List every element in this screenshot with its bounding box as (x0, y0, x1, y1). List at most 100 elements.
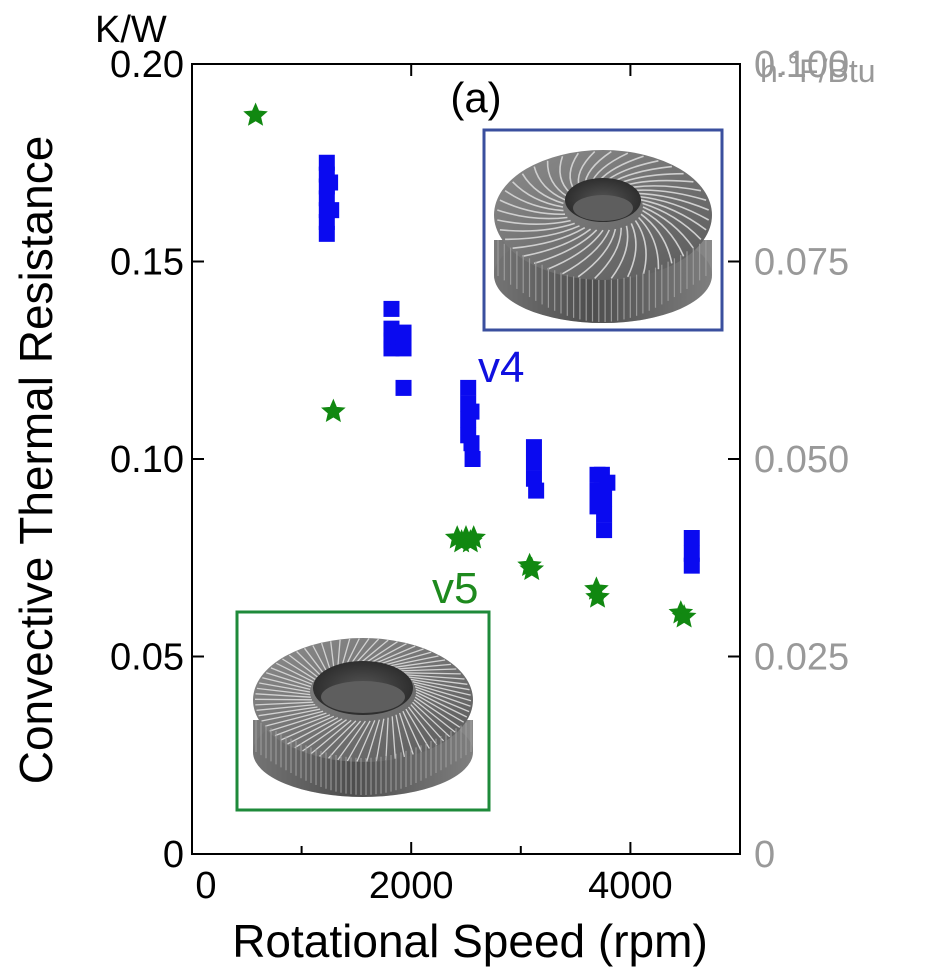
data-point-v4 (596, 490, 613, 507)
pin-fin (330, 641, 335, 668)
pin-fin (337, 720, 366, 761)
fin (547, 229, 604, 270)
data-point-v4 (683, 557, 700, 574)
fin (634, 220, 647, 274)
data-point-v4 (395, 340, 412, 357)
pin-fin (254, 698, 312, 701)
y2-tick-label: 0 (754, 834, 775, 876)
pin-fin (280, 715, 335, 741)
pin-fin (415, 688, 470, 713)
pin-fin (398, 712, 414, 755)
data-point-v4 (464, 451, 481, 467)
inset-v4 (482, 128, 724, 332)
data-point-v4 (525, 439, 542, 456)
pin-fin (379, 648, 424, 665)
pin-fin (274, 714, 331, 737)
fin (533, 229, 598, 265)
y-tick-label: 0.05 (110, 637, 184, 679)
pin-fin (312, 645, 327, 672)
pin-fin (365, 641, 398, 664)
pin-fin (255, 693, 311, 698)
pin-fin (256, 687, 311, 696)
fin (504, 189, 564, 212)
pin-fin (296, 651, 321, 676)
pin-fin (413, 699, 456, 733)
pin-fin (360, 639, 389, 664)
series-label-v4: v4 (478, 343, 524, 392)
fin (512, 227, 586, 249)
pin-fin (405, 674, 465, 680)
x-tick-label: 4000 (588, 865, 673, 907)
data-points (243, 102, 700, 628)
pin-fin (328, 720, 362, 759)
y-tick-label: 0.20 (110, 44, 184, 86)
pin-fin (303, 647, 324, 674)
pin-fin (282, 658, 316, 680)
pin-fin (355, 638, 380, 664)
pin-fin (287, 717, 339, 745)
data-point-v4 (383, 300, 400, 317)
x-tick-label: 2000 (369, 865, 454, 907)
fin (640, 199, 707, 231)
fin (499, 222, 575, 232)
pin-fin (255, 701, 314, 706)
data-point-v4 (395, 379, 412, 396)
pin-fin (412, 681, 471, 696)
data-point-v5 (585, 584, 610, 608)
pin-fin (415, 694, 465, 723)
pin-fin (391, 716, 396, 759)
pin-fin (310, 719, 352, 755)
pin-fin (258, 706, 318, 717)
fin (642, 202, 702, 240)
data-point-v4 (463, 403, 480, 420)
pin-fin (294, 718, 343, 749)
data-point-v4 (596, 522, 613, 539)
pin-fin (256, 703, 316, 711)
y-tick-label: 0.10 (110, 439, 184, 481)
pin-fin (319, 720, 357, 757)
y-axis-title: Convective Thermal Resistance (10, 136, 62, 785)
y-tick-label: 0.15 (110, 242, 184, 284)
fin (533, 166, 566, 201)
fin (610, 225, 629, 279)
pin-fin (375, 718, 385, 762)
pin-fin (392, 659, 446, 669)
data-point-v4 (528, 482, 545, 499)
pin-fin (270, 667, 313, 685)
y-unit-label: K/W (95, 9, 167, 51)
x-axis-title: Rotational Speed (rpm) (232, 915, 708, 967)
fin (594, 227, 622, 279)
pin-fin (302, 719, 347, 752)
x-tick-label: 0 (195, 865, 216, 907)
pin-fin (288, 654, 318, 678)
fin (638, 216, 660, 270)
pin-fin (356, 720, 376, 762)
pin-fin (346, 720, 371, 762)
pin-fin (387, 655, 439, 667)
fin (562, 229, 611, 275)
axes: 0 2000 4000 0 0.05 0.10 0.15 0.20 0 0.025 0.050 0.0… (110, 44, 849, 907)
data-point-v5 (519, 556, 545, 581)
pin-fin (262, 677, 311, 691)
data-point-v4 (318, 225, 335, 242)
fin (505, 225, 580, 241)
pin-fin (412, 701, 451, 738)
pin-fin (350, 638, 370, 664)
pin-fin (399, 668, 457, 672)
fin (577, 228, 617, 278)
pin-fin (259, 682, 311, 693)
panel-label: (a) (450, 74, 501, 121)
pin-fin (265, 710, 324, 727)
fin (497, 209, 568, 220)
fin (642, 209, 685, 257)
pin-fin (276, 662, 314, 683)
fin (626, 223, 637, 278)
fin (631, 189, 707, 201)
pin-fin (402, 710, 423, 752)
pin-fin (369, 643, 407, 664)
pin-fin (269, 712, 327, 732)
y-tick-label: 0 (163, 834, 184, 876)
pin-fin (395, 714, 406, 758)
inset-v5 (235, 610, 491, 812)
